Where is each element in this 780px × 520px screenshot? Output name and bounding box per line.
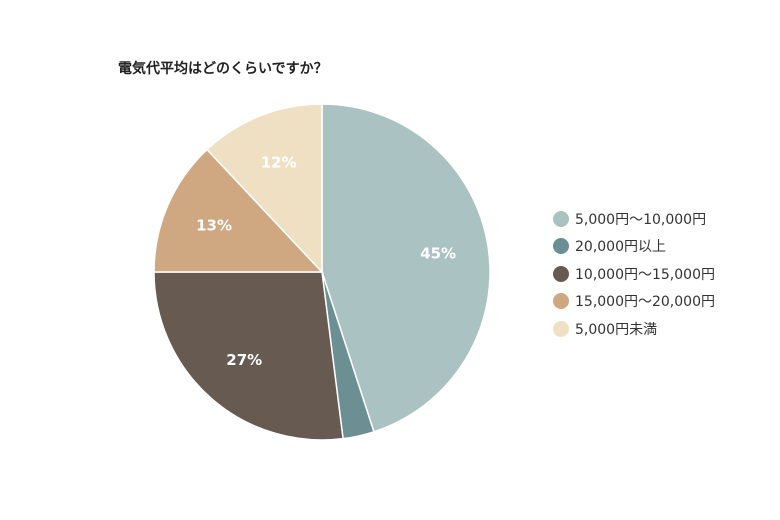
pie-slice [153,271,344,441]
legend-swatch [553,320,569,337]
pie-slice [321,103,491,433]
slice-data-label: 27% [226,351,262,369]
legend: 5,000円～10,000円 20,000円以上 10,000円～15,000円 15… [553,205,715,343]
legend-swatch [553,293,569,310]
legend-swatch [553,265,569,282]
legend-swatch [553,210,569,227]
legend-label: 5,000円～10,000円 [575,211,707,228]
legend-label: 10,000円～15,000円 [575,266,715,283]
legend-item[interactable]: 10,000円～15,000円 [553,260,715,288]
legend-label: 20,000円以上 [575,239,666,256]
legend-label: 15,000円～20,000円 [575,294,715,311]
legend-item[interactable]: 20,000円以上 [553,233,715,261]
slice-data-label: 13% [196,216,232,234]
pie-slice [153,148,324,273]
pie-slice [205,103,323,274]
legend-label: 5,000円未満 [575,321,658,338]
legend-item[interactable]: 5,000円～10,000円 [553,205,715,233]
chart-title: 電気代平均はどのくらいですか？ [118,61,328,77]
legend-item[interactable]: 15,000円～20,000円 [553,288,715,316]
slice-data-label: 45% [420,245,456,263]
legend-item[interactable]: 5,000円未満 [553,315,715,343]
slice-data-label: 12% [261,154,297,172]
legend-swatch [553,238,569,255]
